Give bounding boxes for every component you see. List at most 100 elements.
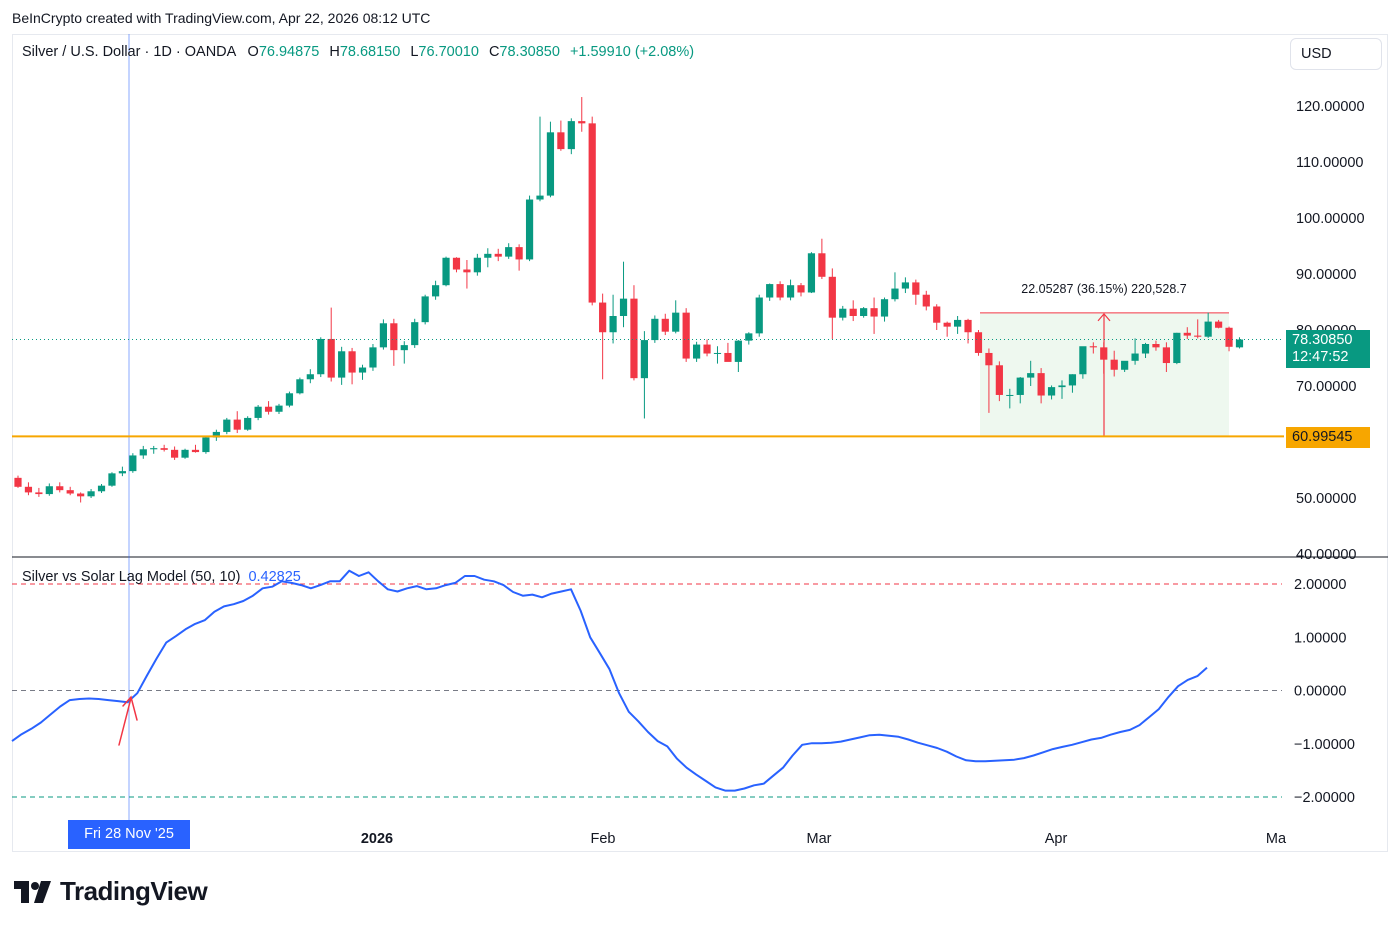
candle: [1173, 332, 1181, 365]
candle: [1225, 326, 1233, 352]
candle-body: [609, 316, 617, 333]
candle-body: [494, 253, 502, 257]
candle-body: [599, 302, 607, 333]
candle-body: [640, 340, 648, 379]
candle-body: [901, 282, 909, 289]
candle-body: [954, 319, 962, 327]
candle: [181, 448, 189, 459]
candle: [223, 417, 231, 435]
candle-body: [24, 486, 33, 493]
price-tick-label: 120.00000: [1296, 99, 1365, 115]
candle: [557, 120, 565, 151]
candle-body: [567, 121, 575, 150]
measure-label: 22.05287 (36.15%) 220,528.7: [1021, 282, 1186, 296]
candle-body: [348, 351, 356, 373]
support-price-value: 60.99545: [1292, 429, 1353, 445]
candle: [77, 492, 85, 503]
close-value: 78.30850: [499, 44, 560, 60]
candle-body: [943, 322, 951, 327]
candle: [609, 294, 617, 344]
candle-body: [703, 344, 711, 354]
candle-body: [797, 285, 805, 293]
candle-body: [285, 393, 294, 406]
candle-body: [275, 405, 283, 412]
candle: [703, 339, 711, 357]
candle-body: [306, 374, 314, 380]
symbol-legend[interactable]: Silver / U.S. Dollar · 1D · OANDA O76.94…: [22, 44, 694, 60]
candle-body: [379, 323, 387, 348]
candle: [693, 341, 701, 362]
candle-body: [786, 285, 795, 298]
candle-body: [338, 351, 346, 378]
candle-body: [129, 455, 137, 472]
candle-body: [56, 486, 64, 491]
signal-arrow-annotation: [118, 695, 138, 746]
time-tick-label: Mar: [807, 831, 832, 847]
candle-body: [546, 132, 555, 196]
price-tick-label: 100.00000: [1296, 211, 1365, 227]
candle-body: [317, 338, 325, 375]
indicator-legend[interactable]: Silver vs Solar Lag Model (50, 10) 0.428…: [22, 569, 301, 585]
candle: [786, 279, 795, 301]
candle: [129, 453, 137, 473]
candle-body: [463, 269, 471, 273]
candle: [244, 416, 252, 431]
indicator-tick-label: 2.00000: [1294, 577, 1346, 593]
indicator-name: Silver vs Solar Lag Model (50, 10): [22, 569, 241, 585]
candle-body: [734, 340, 742, 362]
candle-body: [1225, 327, 1233, 347]
currency-button[interactable]: USD: [1290, 38, 1382, 70]
candle-body: [1204, 321, 1212, 337]
candle: [525, 195, 534, 262]
candle: [296, 377, 304, 395]
candle: [734, 340, 742, 372]
candle: [463, 260, 471, 289]
candle: [56, 482, 64, 493]
indicator-tick-label: 0.00000: [1294, 684, 1346, 700]
candle: [24, 482, 33, 496]
last-price-tag: 78.30850 12:47:52: [1286, 330, 1370, 368]
time-tick-label: Ma: [1266, 831, 1287, 847]
candle-body: [1131, 353, 1139, 361]
candle-body: [682, 312, 690, 359]
price-axis: 120.00000110.00000100.0000090.0000080.00…: [1294, 99, 1365, 806]
candle: [264, 401, 273, 415]
candle: [317, 337, 325, 378]
candle-body: [160, 448, 168, 450]
candle-body: [588, 123, 596, 303]
candle: [212, 429, 220, 441]
candle: [139, 445, 147, 459]
candle: [724, 342, 732, 362]
candle-body: [202, 437, 210, 453]
time-axis: 2026 Feb Mar Apr Ma: [361, 831, 1287, 847]
candle: [828, 268, 836, 339]
candle: [411, 318, 419, 348]
candle-body: [442, 257, 450, 286]
candle-body: [139, 449, 147, 456]
symbol-name: Silver / U.S. Dollar · 1D · OANDA: [22, 44, 236, 60]
candle: [171, 446, 179, 460]
candle-body: [724, 352, 732, 362]
candle: [515, 244, 523, 271]
tradingview-logo[interactable]: TradingView: [14, 876, 208, 907]
candle-body: [254, 406, 262, 418]
candle: [599, 293, 607, 380]
candle-body: [1152, 344, 1160, 348]
candle: [369, 344, 377, 371]
candle: [1162, 342, 1170, 372]
bar-countdown: 12:47:52: [1292, 349, 1349, 365]
candle-body: [171, 449, 179, 458]
candle-body: [473, 257, 481, 273]
candle-body: [432, 285, 440, 297]
candle-body: [1027, 373, 1035, 378]
price-levels: [12, 338, 1284, 438]
candle: [1204, 312, 1212, 338]
candle-body: [400, 345, 408, 351]
indicator-tick-label: −1.00000: [1294, 737, 1355, 753]
candle-body: [766, 284, 774, 298]
candle: [494, 248, 502, 262]
candle-body: [1068, 374, 1077, 386]
candle: [379, 319, 387, 350]
candle-body: [933, 306, 941, 323]
